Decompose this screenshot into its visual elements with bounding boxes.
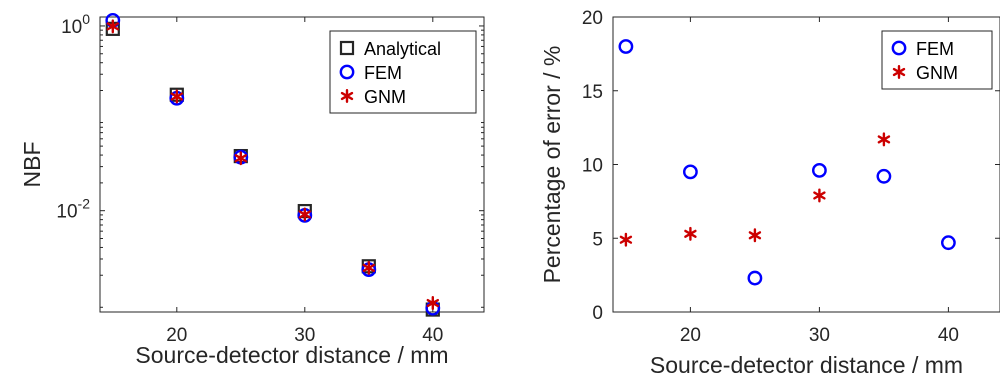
y-axis-label: Percentage of error / % (539, 46, 565, 284)
x-axis-label: Source-detector distance / mm (135, 342, 448, 368)
data-point-gnm (362, 260, 376, 275)
data-point-gnm (234, 151, 248, 166)
y-tick-base: 10 (61, 17, 82, 38)
y-tick-base: 10 (56, 202, 77, 223)
legend-label-gnm: GNM (364, 87, 406, 107)
data-point-fem (747, 270, 763, 286)
legend-marker-fem (891, 40, 907, 56)
data-point-gnm (877, 132, 891, 147)
legend-marker-analytical (339, 40, 355, 56)
y-tick-label: 15 (582, 82, 603, 103)
data-point-gnm (619, 232, 633, 247)
data-point-fem (812, 162, 827, 178)
x-tick-label: 40 (938, 325, 959, 346)
y-tick-label: 20 (582, 8, 603, 29)
x-tick-label: 20 (680, 325, 701, 346)
y-tick-label: 5 (592, 229, 603, 250)
legend-label-fem: FEM (364, 63, 402, 83)
data-point-gnm (748, 228, 762, 243)
legend-label-fem: FEM (916, 39, 954, 59)
x-tick-label: 40 (422, 325, 443, 346)
y-tick-label: 100 (61, 11, 90, 38)
y-axis-label: NBF (19, 142, 45, 188)
x-tick-label: 20 (166, 325, 187, 346)
legend-label-analytical: Analytical (364, 39, 441, 59)
data-point-fem (618, 39, 634, 54)
series-gnm (106, 19, 440, 311)
y-tick-label: 10 (582, 156, 603, 177)
data-point-gnm (298, 207, 312, 222)
legend-marker-gnm (892, 65, 906, 79)
data-point-gnm (170, 89, 184, 104)
y-tick-label: 10-2 (56, 196, 90, 223)
series-fem (618, 39, 956, 286)
x-tick-label: 30 (809, 325, 830, 346)
legend (881, 30, 993, 90)
x-tick-label: 30 (294, 325, 315, 346)
data-point-gnm (106, 19, 120, 34)
y-tick-label: 0 (592, 303, 603, 324)
data-point-fem (683, 164, 698, 180)
data-point-gnm (813, 188, 826, 203)
data-point-fem (876, 168, 892, 184)
x-axis-label: Source-detector distance / mm (650, 352, 963, 378)
legend-marker-fem (339, 64, 355, 80)
legend-marker-gnm (340, 89, 354, 103)
y-tick-exponent: 0 (82, 11, 90, 27)
data-point-gnm (426, 296, 440, 311)
legend-label-gnm: GNM (916, 63, 958, 83)
data-point-fem (941, 235, 956, 251)
y-tick-exponent: -2 (78, 196, 91, 212)
chart-percentage-error: 20 30 40 0 5 10 15 20 Source-detector distance /… (539, 8, 1000, 378)
data-point-gnm (684, 226, 697, 241)
